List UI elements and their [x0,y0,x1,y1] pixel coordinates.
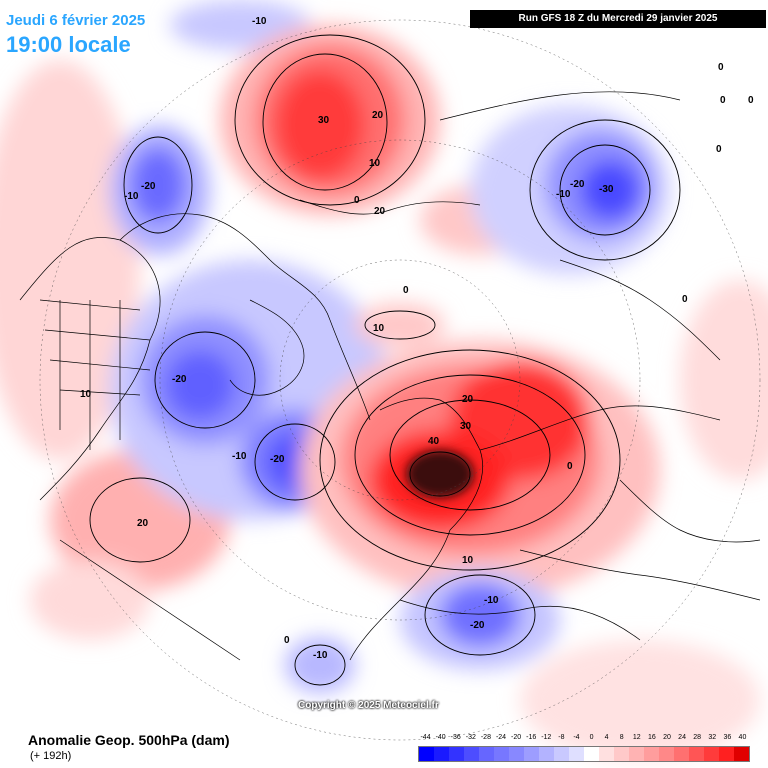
scale-cell [734,747,749,761]
contour-label: -20 [172,374,187,385]
contour-label: 30 [460,421,472,432]
scale-label: 0 [589,734,594,741]
scale-label: -40 [435,734,446,741]
scale-bar [418,746,750,762]
contour-label: 0 [354,195,360,206]
scale-label: -12 [541,734,552,741]
run-info: Run GFS 18 Z du Mercredi 29 janvier 2025 [470,10,766,28]
contour-label: -10 [484,595,499,606]
contour-label: 20 [137,518,149,529]
scale-label: -32 [465,734,476,741]
scale-cell [509,747,524,761]
forecast-time: 19:00 locale [6,32,131,57]
contour-label: -20 [141,181,156,192]
contour-label: 0 [748,95,754,106]
scale-label: 16 [648,734,656,741]
contour-label: 0 [284,635,290,646]
scale-label: 40 [738,734,747,741]
scale-label: 8 [619,734,624,741]
scale-cell [464,747,479,761]
contour-label: 10 [369,158,381,169]
contour-label: -10 [556,189,571,200]
scale-cell [524,747,539,761]
contour-label: 10 [373,323,385,334]
contour-label: 0 [720,95,726,106]
contour-label: 20 [372,110,384,121]
contour-label: 0 [718,62,724,73]
contour-label: 40 [428,436,440,447]
contour-label: 20 [462,394,474,405]
contour-label: -20 [570,179,585,190]
scale-cell [629,747,644,761]
scale-cell [599,747,614,761]
contour-lines [89,34,681,686]
extreme-core [406,450,474,498]
contour-label: -10 [232,451,247,462]
contour-label: 10 [80,389,92,400]
contour-label: -20 [270,454,285,465]
contour-label: -10 [313,650,328,661]
contour-label: 0 [567,461,573,472]
scale-cell [494,747,509,761]
scale-label: 32 [708,734,717,741]
scale-cell [569,747,584,761]
contour-label: 30 [318,115,330,126]
scale-label: 36 [723,734,732,741]
scale-cell [644,747,659,761]
contour-label: -10 [124,191,139,202]
contour-label: 0 [682,294,688,305]
scale-labels: -44 -40 -36 -32 -28 -24 -20 -16 -12 -8 -4 0 4 8 12 16 20… [418,734,750,746]
contour-labels: -10 30 20 10 0 -20 -10 -10 -20 -30 0 10 … [80,16,754,661]
forecast-date: Jeudi 6 février 2025 [6,12,146,29]
contour-label: -30 [599,184,614,195]
scale-label: -20 [511,734,522,741]
contour-label: 0 [403,285,409,296]
map-title: Anomalie Geop. 500hPa (dam) [28,732,230,748]
scale-cell [479,747,494,761]
scale-cell [554,747,569,761]
contour-label: 10 [462,555,474,566]
scale-cell [584,747,599,761]
scale-label: -28 [480,734,491,741]
scale-cell [719,747,734,761]
copyright: Copyright © 2025 Meteociel.fr [298,700,439,711]
scale-label: 20 [663,734,671,741]
contour-label: 20 [374,206,386,217]
color-scale: -44 -40 -36 -32 -28 -24 -20 -16 -12 -8 -4 0 4 8 12 16 20… [418,734,750,764]
scale-cell [539,747,554,761]
scale-label: -4 [573,734,580,741]
scale-label: 4 [604,734,609,741]
scale-label: 12 [632,734,641,741]
scale-label: -36 [450,734,461,741]
scale-cell [704,747,719,761]
contour-label: -10 [252,16,267,27]
scale-cell [434,747,449,761]
scale-cell [419,747,434,761]
graticule [39,19,761,741]
scale-label: -16 [526,734,537,741]
coastlines [19,91,761,661]
scale-cell [449,747,464,761]
scale-cell [614,747,629,761]
scale-cell [689,747,704,761]
contour-label: 0 [716,144,722,155]
contour-label: -20 [470,620,485,631]
scale-cell [659,747,674,761]
scale-label: 24 [678,734,686,741]
scale-label: -8 [558,734,565,741]
scale-label: 28 [693,734,702,741]
lead-time: (+ 192h) [30,750,72,762]
scale-cell [674,747,689,761]
scale-label: -44 [420,734,431,741]
scale-label: -24 [495,734,507,741]
